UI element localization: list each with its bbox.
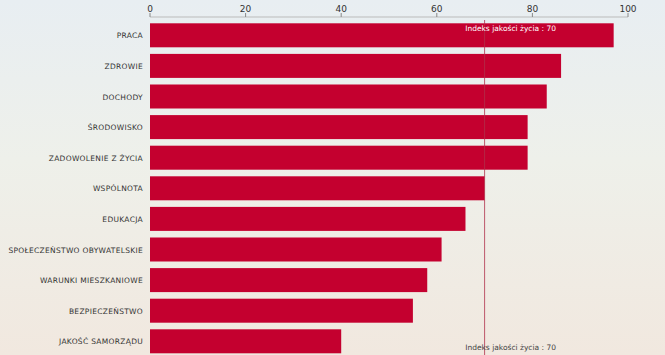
bar	[150, 329, 341, 353]
bar	[150, 299, 413, 323]
category-label: WSPÓLNOTA	[93, 184, 144, 193]
category-label: PRACA	[117, 31, 144, 40]
category-label: BEZPIECZEŃSTWO	[69, 307, 143, 316]
bar	[150, 115, 528, 139]
category-label: ŚRODOWISKO	[88, 123, 143, 132]
x-tick-label: 20	[240, 4, 252, 14]
x-tick-label: 100	[619, 4, 636, 14]
x-tick-label: 40	[335, 4, 347, 14]
x-tick-label: 60	[431, 4, 443, 14]
bar	[150, 238, 442, 262]
chart-root: 0 20 40 60 80 100 PRACA ZDROWIE DOCHODY ŚRODOWISK…	[0, 0, 665, 355]
category-label: ZADOWOLENIE Z ŻYCIA	[49, 154, 144, 163]
category-label: SPOŁECZEŃSTWO OBYWATELSKIE	[8, 246, 143, 255]
x-axis-line	[150, 17, 628, 18]
x-tick-label: 0	[147, 4, 153, 14]
bar	[150, 207, 465, 231]
reference-label: Indeks jakości życia : 70	[465, 24, 556, 33]
bar	[150, 268, 427, 292]
bar	[150, 176, 485, 200]
bar	[150, 146, 528, 170]
bar	[150, 54, 561, 78]
category-label: DOCHODY	[102, 93, 143, 102]
background	[0, 0, 665, 355]
category-label: JAKOŚĆ SAMORZĄDU	[58, 337, 143, 346]
bars	[150, 23, 614, 353]
x-tick-label: 80	[527, 4, 539, 14]
category-label: ZDROWIE	[105, 62, 144, 71]
category-label: WARUNKI MIESZKANIOWE	[40, 276, 143, 285]
category-label: EDUKACJA	[102, 215, 143, 224]
reference-line	[484, 20, 485, 355]
reference-label: Indeks jakości życia : 70	[465, 343, 556, 352]
bar	[150, 85, 547, 109]
bar	[150, 23, 614, 47]
